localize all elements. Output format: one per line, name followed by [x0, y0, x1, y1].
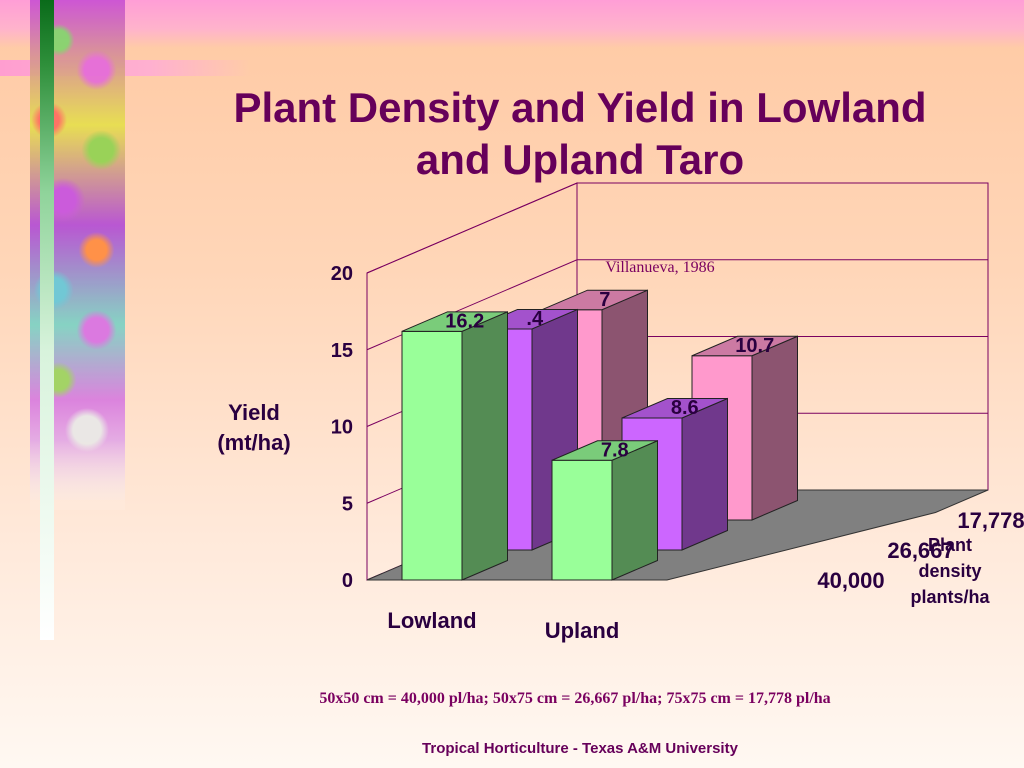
- y-tick-label: 0: [342, 570, 353, 592]
- series-depth-label: 40,000: [817, 568, 884, 593]
- source-annotation: Villanueva, 1986: [605, 259, 714, 276]
- y-tick-label: 5: [342, 493, 353, 515]
- bar-front: [401, 330, 463, 581]
- category-label: Upland: [545, 618, 620, 643]
- slide-title-line-2: and Upland Taro: [415, 136, 745, 183]
- y-tick-label: 10: [331, 417, 353, 439]
- slide-title: Plant Density and Yield in Lowland and U…: [150, 82, 1010, 186]
- bar-side: [461, 311, 508, 581]
- y-axis-label: (mt/ha): [217, 430, 290, 455]
- bar-value-label: 7: [599, 289, 610, 311]
- density-axis-label: plants/ha: [910, 587, 990, 607]
- bar-side: [751, 335, 798, 521]
- bar-side: [681, 397, 728, 551]
- footer-credit: Tropical Horticulture - Texas A&M Univer…: [422, 740, 738, 757]
- y-axis-label: Yield: [228, 400, 280, 425]
- bar-top: [541, 289, 648, 311]
- green-accent-stripe: [40, 0, 54, 640]
- bar-front: [551, 459, 613, 581]
- density-axis-label: density: [918, 561, 981, 581]
- category-label: Lowland: [387, 608, 476, 633]
- bar-top: [401, 311, 508, 332]
- bar-value-label: 16.2: [445, 311, 484, 333]
- bar-value-label: .4: [526, 308, 544, 330]
- slide-title-line-1: Plant Density and Yield in Lowland: [233, 84, 927, 131]
- series-depth-label: 26,667: [887, 538, 954, 563]
- series-depth-label: 17,778: [957, 508, 1024, 533]
- bar-value-label: 8.6: [671, 397, 699, 419]
- bar-top: [621, 397, 728, 419]
- bar-top: [551, 440, 658, 461]
- spacing-footnote: 50x50 cm = 40,000 pl/ha; 50x75 cm = 26,6…: [319, 690, 831, 707]
- top-decor-band: [0, 0, 1024, 48]
- bar-value-label: 7.8: [601, 440, 629, 462]
- density-axis-label: Plant: [928, 535, 972, 555]
- bar-value-label: 10.7: [735, 335, 774, 357]
- gridline: [366, 182, 988, 274]
- bar-side: [611, 440, 658, 581]
- y-tick-label: 15: [331, 340, 353, 362]
- y-tick-label: 20: [331, 263, 353, 285]
- bar-top: [691, 335, 798, 357]
